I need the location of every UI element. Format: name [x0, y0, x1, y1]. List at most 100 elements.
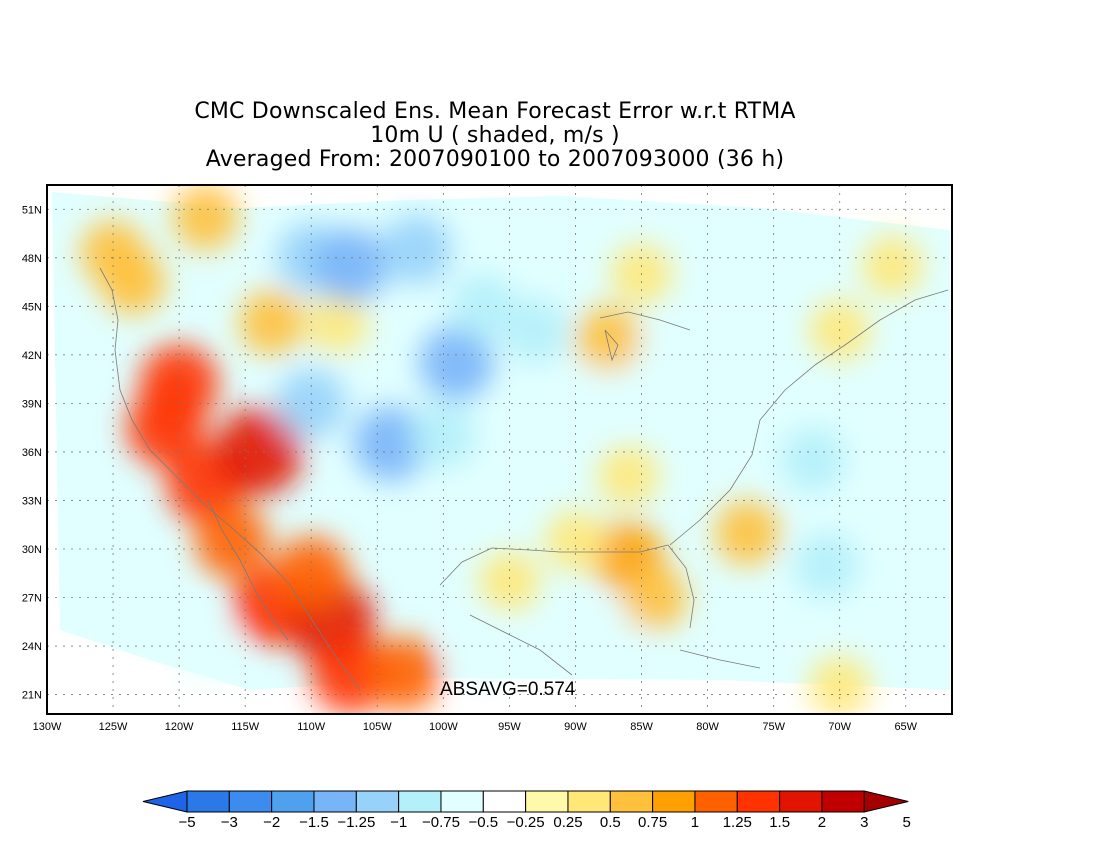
title-line-3: Averaged From: 2007090100 to 2007093000 … [205, 147, 785, 172]
lat-tick-label: 42N [22, 350, 42, 362]
colorbar-swatch [482, 790, 527, 813]
colorbar-swatch [186, 790, 230, 813]
colorbar: −5 −3 −2 −1.5 −1.25 −1 −0.75 −0.5 −0.25 0.25 0.5 0.… [142, 790, 911, 831]
field-blob [172, 185, 239, 251]
field-blob [793, 532, 860, 598]
lon-tick-label: 110W [297, 721, 326, 733]
map-frame [46, 184, 953, 715]
lake-michigan [604, 329, 619, 362]
florida-coast [667, 544, 695, 629]
colorbar-swatch [440, 790, 484, 813]
lat-tick-label: 51N [22, 204, 42, 216]
colorbar-swatch [609, 790, 654, 813]
colorbar-swatch [398, 790, 442, 813]
field-blob [478, 550, 540, 612]
field-blob [780, 427, 847, 493]
lat-tick-label: 45N [22, 301, 42, 313]
field-blob [571, 364, 633, 426]
lat-tick-label: 30N [22, 544, 42, 556]
field-blob [307, 292, 369, 354]
colorbar-extend-high [863, 790, 909, 813]
west-coast [99, 267, 361, 691]
lat-tick-label: 36N [22, 447, 42, 459]
lat-tick-label: 33N [22, 495, 42, 507]
field-blob [450, 273, 516, 340]
field-blob [809, 656, 871, 714]
colorbar-tick-label: 0.25 [553, 814, 582, 831]
lon-tick-label: 100W [429, 721, 458, 733]
colorbar-extend-low [142, 790, 188, 813]
colorbar-tick-label: −1 [390, 814, 407, 831]
colorbar-tick-label: 5 [902, 814, 910, 831]
colorbar-tick-label: −5 [178, 814, 195, 831]
absavg-label: ABSAVG=0.574 [440, 679, 576, 700]
lon-tick-label: 85W [630, 721, 653, 733]
colorbar-swatch [228, 790, 273, 813]
mexico-coast [469, 614, 573, 676]
field-blob [575, 305, 642, 372]
field-blob [194, 503, 270, 579]
title-line-2: 10m U ( shaded, m/s ) [370, 123, 620, 148]
chart-title: CMC Downscaled Ens. Mean Forecast Error … [0, 100, 990, 172]
colorbar-tick-label: 0.5 [600, 814, 621, 831]
field-blob [353, 406, 428, 482]
colorbar-swatch [567, 790, 611, 813]
baja-coast [207, 499, 289, 641]
colorbar-tick-label: −2 [263, 814, 280, 831]
field-blob [366, 636, 441, 711]
colorbar-tick-label: −0.25 [507, 814, 545, 831]
colorbar-swatch [313, 790, 357, 813]
field-blob [313, 228, 389, 304]
east-coast [669, 289, 949, 546]
field-blob [381, 214, 452, 285]
gulf-coast [439, 544, 669, 586]
lon-tick-label: 130W [33, 721, 62, 733]
map-plot-area: 21N 24N 27N 30N 33N 36N 39N 42N 45N 48N 51N 130W 12… [22, 184, 953, 733]
colorbar-swatch [736, 790, 781, 813]
colorbar-tick-label: 2 [818, 814, 826, 831]
field-blob [714, 500, 780, 566]
latitude-labels: 21N 24N 27N 30N 33N 36N 39N 42N 45N 48N 51N [22, 204, 42, 701]
field-blob [503, 297, 569, 364]
colorbar-tick-label: 1 [691, 814, 699, 831]
field-blob [311, 634, 391, 714]
field-blob [621, 564, 688, 631]
field-blob [544, 510, 606, 572]
colorbar-tick-label: −0.75 [422, 814, 460, 831]
lat-tick-label: 48N [22, 253, 42, 265]
colorbar-tick-label: 1.25 [723, 814, 752, 831]
field-blob [597, 445, 659, 507]
colorbar-tick-label: −1.25 [337, 814, 375, 831]
colorbar-tick-label: −1.5 [299, 814, 329, 831]
lon-tick-label: 115W [231, 721, 260, 733]
colorbar-tick-label: 3 [860, 814, 868, 831]
cuba-coast [679, 649, 761, 669]
lon-tick-label: 125W [99, 721, 128, 733]
field-blob [139, 344, 219, 424]
colorbar-swatch [355, 790, 400, 813]
lat-tick-label: 27N [22, 593, 42, 605]
field-blob [238, 289, 305, 356]
field-blob [703, 308, 765, 370]
lon-tick-label: 95W [498, 721, 521, 733]
colorbar-swatch [694, 790, 738, 813]
colorbar-tick-label: 0.75 [638, 814, 667, 831]
lat-tick-label: 24N [22, 641, 42, 653]
field-blob [214, 407, 303, 496]
lon-tick-label: 80W [696, 721, 719, 733]
colorbar-swatch [821, 790, 865, 813]
field-blob [410, 402, 477, 469]
longitude-labels: 130W 125W 120W 115W 110W 105W 100W 95W 90W 85W 80W… [33, 721, 918, 733]
field-blob [419, 325, 494, 401]
lon-tick-label: 120W [165, 721, 194, 733]
colorbar-tick-label: 1.5 [769, 814, 790, 831]
colorbar-tick-label: −0.5 [468, 814, 498, 831]
colorbar-swatch [525, 790, 569, 813]
lat-tick-label: 21N [22, 690, 42, 702]
lon-tick-label: 70W [828, 721, 851, 733]
coastlines [99, 267, 949, 691]
lat-tick-label: 39N [22, 398, 42, 410]
map-grid [47, 185, 952, 714]
colorbar-swatch [779, 790, 823, 813]
